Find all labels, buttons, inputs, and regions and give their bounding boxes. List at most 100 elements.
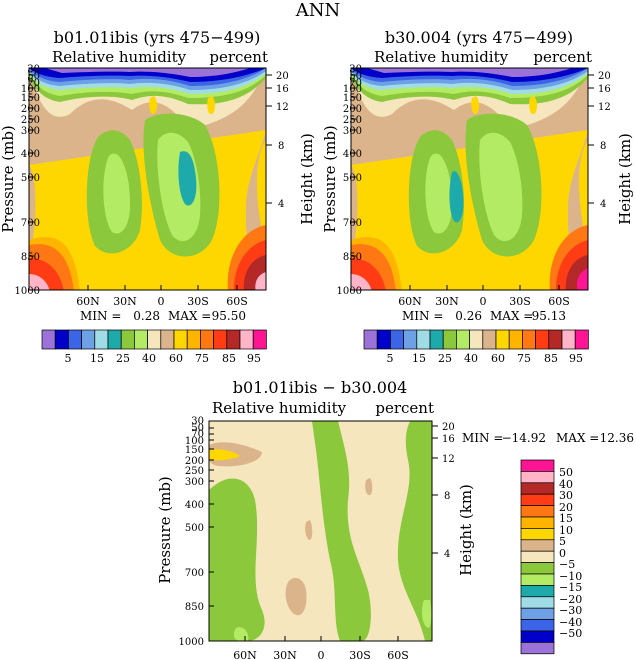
panel-b-ylabel: Pressure (mb) — [321, 125, 339, 233]
panel-b-colorbar-swatch — [522, 329, 536, 350]
svg-text:200: 200 — [185, 456, 204, 467]
panel-b-colorbar-swatch — [535, 329, 550, 350]
panel-b-colorbar-swatch — [561, 329, 576, 350]
svg-text:50: 50 — [27, 71, 40, 82]
svg-text:60: 60 — [491, 352, 505, 365]
panel-a-colorbar-swatch — [252, 329, 267, 350]
panel-a-colorbar-swatch — [213, 329, 228, 350]
svg-text:−40: −40 — [559, 616, 582, 629]
panel-c-height-ticks: 20 16 12 8 4 — [432, 422, 455, 560]
panel-c-ylabel: Pressure (mb) — [156, 476, 174, 584]
panel-a-colorbar-swatch — [200, 329, 214, 350]
svg-text:−30: −30 — [559, 604, 582, 617]
panel-c-colorbar-labels: 50 40 30 20 15 10 5 0 −5 −10 −15 −20 −30… — [559, 466, 582, 640]
svg-text:25: 25 — [438, 352, 452, 365]
panel-a-title: b01.01ibis (yrs 475−499) — [54, 28, 261, 47]
svg-text:15: 15 — [412, 352, 426, 365]
panel-b-pressure-ticks: 30 50 70 100 150 200 250 300 400 500 700… — [337, 64, 362, 297]
svg-text:0: 0 — [318, 649, 325, 660]
svg-text:20: 20 — [442, 422, 455, 433]
panel-c-ylabel-right: Height (km) — [457, 484, 475, 576]
svg-text:850: 850 — [343, 252, 362, 263]
panel-c-colorbar-swatch — [520, 471, 555, 484]
panel-a-colorbar-swatch — [186, 329, 201, 350]
panel-c-colorbar-swatch — [520, 516, 555, 529]
panel-b-colorbar — [363, 329, 589, 350]
panel-c-min-value: −14.92 — [502, 431, 546, 445]
svg-text:100: 100 — [343, 84, 362, 95]
svg-text:250: 250 — [21, 115, 40, 126]
panel-b-min-value: 0.26 — [455, 309, 482, 323]
svg-text:16: 16 — [598, 84, 611, 95]
panel-a-right-label: percent — [209, 48, 268, 66]
panel-a-max-value: 95.50 — [212, 309, 246, 323]
svg-text:50: 50 — [191, 423, 204, 434]
panel-a-height-ticks: 20 16 12 8 4 — [266, 71, 289, 210]
svg-text:0: 0 — [480, 295, 487, 308]
panel-a-colorbar-swatch — [54, 329, 69, 350]
svg-text:40: 40 — [142, 352, 156, 365]
panel-c-title: b01.01ibis − b30.004 — [233, 378, 408, 397]
panel-a-field — [29, 68, 266, 290]
svg-text:250: 250 — [343, 115, 362, 126]
panel-a-colorbar-swatch — [68, 329, 82, 350]
svg-text:50: 50 — [349, 71, 362, 82]
panel-b-colorbar-swatch — [482, 329, 497, 350]
svg-text:250: 250 — [185, 466, 204, 477]
svg-text:8: 8 — [600, 141, 606, 152]
svg-text:850: 850 — [185, 602, 204, 613]
svg-text:200: 200 — [21, 104, 40, 115]
panel-c-colorbar-swatch — [520, 573, 555, 586]
svg-text:25: 25 — [116, 352, 130, 365]
panel-a-colorbar-swatch — [41, 329, 56, 350]
svg-text:300: 300 — [185, 477, 204, 488]
panel-b-ylabel-right: Height (km) — [616, 133, 634, 225]
panel-c-colorbar-swatch — [520, 619, 555, 632]
svg-text:50: 50 — [559, 466, 573, 479]
panel-c-colorbar-swatch — [520, 482, 555, 495]
svg-text:95: 95 — [247, 352, 261, 365]
panel-c-colorbar-swatch — [520, 596, 555, 609]
svg-text:400: 400 — [343, 149, 362, 160]
svg-text:1000: 1000 — [179, 637, 204, 648]
svg-text:40: 40 — [464, 352, 478, 365]
svg-text:15: 15 — [90, 352, 104, 365]
svg-text:60: 60 — [169, 352, 183, 365]
svg-text:75: 75 — [195, 352, 209, 365]
panel-b-right-label: percent — [533, 48, 592, 66]
panel-c-colorbar-swatch — [520, 550, 555, 563]
svg-text:700: 700 — [185, 568, 204, 579]
svg-text:60N: 60N — [398, 295, 422, 308]
svg-text:150: 150 — [185, 445, 204, 456]
panel-c-colorbar-swatch — [520, 459, 555, 472]
svg-text:12: 12 — [598, 102, 611, 113]
svg-text:5: 5 — [65, 352, 72, 365]
panel-c-colorbar-swatch — [520, 528, 555, 541]
panel-c-x-ticks: 60N 30N 0 30S 60S — [233, 636, 409, 660]
svg-text:1000: 1000 — [337, 286, 362, 297]
panel-c-left-label: Relative humidity — [212, 399, 347, 417]
figure-title: ANN — [295, 0, 341, 21]
svg-text:30S: 30S — [187, 295, 209, 308]
panel-a-pressure-ticks: 30 50 70 100 150 200 250 300 400 500 700… — [15, 64, 40, 297]
panel-a-colorbar-swatch — [147, 329, 162, 350]
panel-b-field — [351, 68, 588, 290]
panel-a-colorbar-swatch — [94, 329, 109, 350]
panel-a-colorbar — [41, 329, 267, 350]
panel-a-max-label: MAX = — [168, 309, 211, 323]
svg-text:85: 85 — [222, 352, 236, 365]
svg-text:700: 700 — [21, 218, 40, 229]
panel-b-colorbar-swatch — [390, 329, 404, 350]
panel-a-colorbar-swatch — [173, 329, 188, 350]
svg-text:4: 4 — [600, 199, 606, 210]
panel-b-colorbar-swatch — [429, 329, 444, 350]
svg-text:150: 150 — [21, 93, 40, 104]
svg-text:60S: 60S — [548, 295, 570, 308]
svg-text:1000: 1000 — [15, 286, 40, 297]
svg-text:70: 70 — [191, 429, 204, 440]
panel-b: b30.004 (yrs 475−499) Relative humidity … — [321, 28, 634, 365]
svg-text:850: 850 — [21, 252, 40, 263]
svg-text:15: 15 — [559, 512, 573, 525]
svg-text:500: 500 — [343, 173, 362, 184]
